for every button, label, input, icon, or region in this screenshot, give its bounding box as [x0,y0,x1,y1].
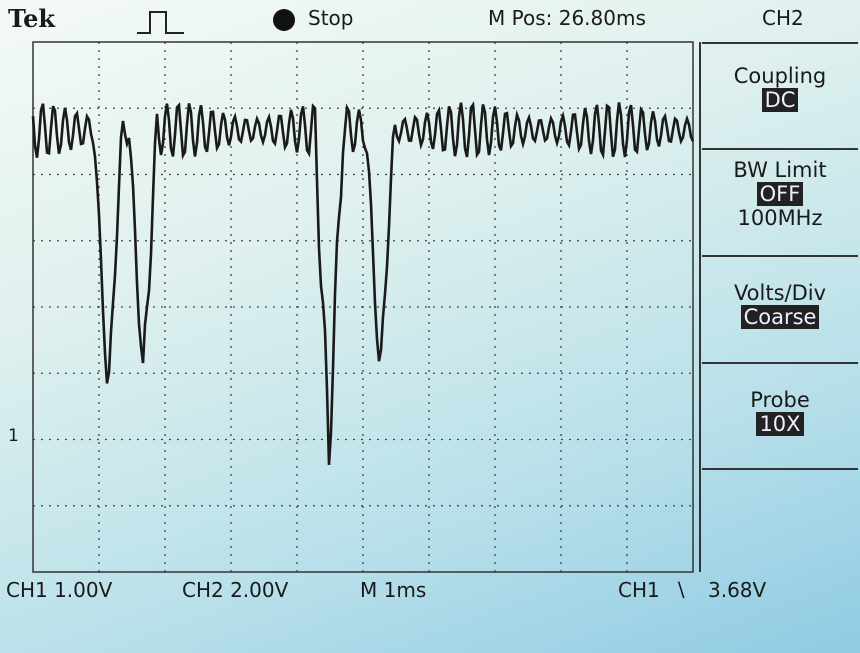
trigger-slope: ∖ [674,578,687,602]
trigger-icon [137,11,184,34]
ch1-marker: 1 [8,426,19,446]
position: M Pos: 26.80ms [488,6,646,30]
menu-bw-limit[interactable]: BW Limit OFF 100MHz [702,148,858,255]
brand: Tek [8,4,56,33]
trigger-level: 3.68V [708,578,767,602]
menu-empty [702,468,858,574]
menu-coupling[interactable]: Coupling DC [702,42,858,148]
status: Stop [308,6,354,30]
ch2-scale: CH2 2.00V [182,578,289,602]
menu-label: Volts/Div [733,281,827,305]
waveform [31,101,695,465]
trigger-source: CH1 [618,578,660,602]
menu-value: 10X [756,412,804,436]
ch1-scale: CH1 1.00V [6,578,113,602]
graticule [32,41,694,573]
menu-value: Coarse [740,305,820,329]
stop-icon [273,9,295,31]
menu-note: 100MHz [737,206,823,230]
menu-probe[interactable]: Probe 10X [702,362,858,468]
menu-value: OFF [756,182,804,206]
menu-label: Probe [750,388,810,412]
menu-value: DC [761,88,799,112]
channel: CH2 [762,6,804,30]
menu-label: Coupling [733,64,827,88]
menu-volts-div[interactable]: Volts/Div Coarse [702,255,858,362]
time-scale: M 1ms [360,578,427,602]
menu-label: BW Limit [733,158,827,182]
